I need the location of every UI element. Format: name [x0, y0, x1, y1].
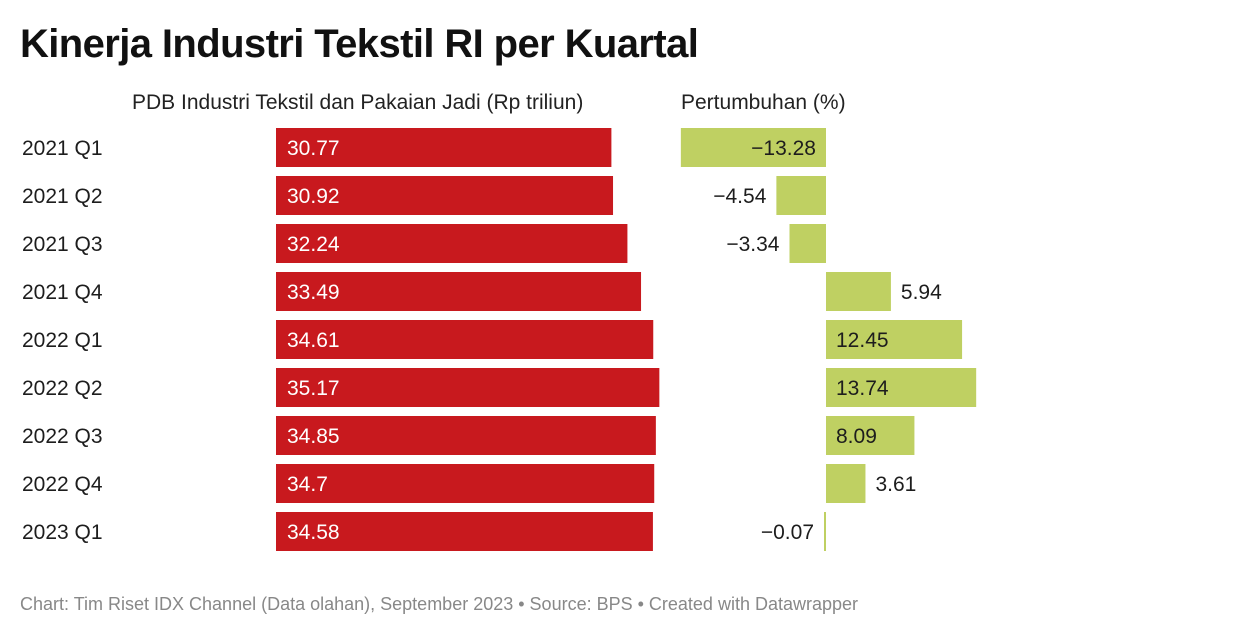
growth-bar — [826, 272, 891, 311]
chart-footer: Chart: Tim Riset IDX Channel (Data olaha… — [20, 594, 859, 614]
category-label: 2022 Q2 — [22, 377, 103, 400]
gdp-value-label: 34.85 — [287, 425, 340, 448]
growth-bar — [826, 368, 977, 407]
growth-value-label: 8.09 — [836, 425, 877, 448]
gdp-value-label: 32.24 — [287, 233, 340, 256]
gdp-bar — [276, 224, 628, 263]
gdp-bar — [276, 176, 614, 215]
gdp-bars: 30.77 30.92 32.24 33.49 34.61 35.17 34.85 34.7 3… — [276, 128, 660, 551]
gdp-bar — [276, 128, 612, 167]
category-label: 2022 Q3 — [22, 425, 103, 448]
gdp-column-header: PDB Industri Tekstil dan Pakaian Jadi (R… — [132, 91, 584, 114]
category-label: 2023 Q1 — [22, 521, 103, 544]
growth-value-label: −4.54 — [713, 185, 766, 208]
category-label: 2021 Q1 — [22, 137, 103, 160]
gdp-bar — [276, 272, 642, 311]
growth-bar — [789, 224, 826, 263]
growth-bar — [680, 128, 826, 167]
growth-value-label: 5.94 — [901, 281, 942, 304]
growth-bar — [826, 464, 866, 503]
gdp-value-label: 33.49 — [287, 281, 340, 304]
growth-value-label: 12.45 — [836, 329, 889, 352]
category-label: 2021 Q4 — [22, 281, 103, 304]
gdp-value-label: 35.17 — [287, 377, 340, 400]
gdp-value-label: 30.92 — [287, 185, 340, 208]
gdp-bar — [276, 512, 653, 551]
category-label: 2021 Q2 — [22, 185, 103, 208]
category-label: 2022 Q1 — [22, 329, 103, 352]
gdp-value-label: 30.77 — [287, 137, 340, 160]
gdp-bar — [276, 368, 660, 407]
category-label: 2022 Q4 — [22, 473, 103, 496]
growth-column-header: Pertumbuhan (%) — [681, 91, 846, 114]
growth-bar — [824, 512, 826, 551]
chart-title: Kinerja Industri Tekstil RI per Kuartal — [20, 22, 699, 66]
growth-value-label: 13.74 — [836, 377, 889, 400]
growth-value-label: 3.61 — [875, 473, 916, 496]
category-label: 2021 Q3 — [22, 233, 103, 256]
growth-value-label: −13.28 — [751, 137, 816, 160]
gdp-bar — [276, 416, 656, 455]
gdp-value-label: 34.7 — [287, 473, 328, 496]
row-labels: 2021 Q1 2021 Q2 2021 Q3 2021 Q4 2022 Q1 2022 … — [22, 137, 103, 544]
growth-value-label: −3.34 — [726, 233, 779, 256]
gdp-bar — [276, 464, 655, 503]
gdp-value-label: 34.61 — [287, 329, 340, 352]
growth-bar — [776, 176, 826, 215]
growth-bar — [826, 320, 963, 359]
chart-area: 2021 Q1 2021 Q2 2021 Q3 2021 Q4 2022 Q1 2022 … — [22, 128, 977, 551]
growth-bars: −13.28 −4.54 −3.34 5.94 12.45 13.74 8.09 3.61 −0… — [680, 128, 977, 551]
growth-value-label: −0.07 — [761, 521, 814, 544]
gdp-bar — [276, 320, 654, 359]
gdp-value-label: 34.58 — [287, 521, 340, 544]
growth-bar — [826, 416, 915, 455]
